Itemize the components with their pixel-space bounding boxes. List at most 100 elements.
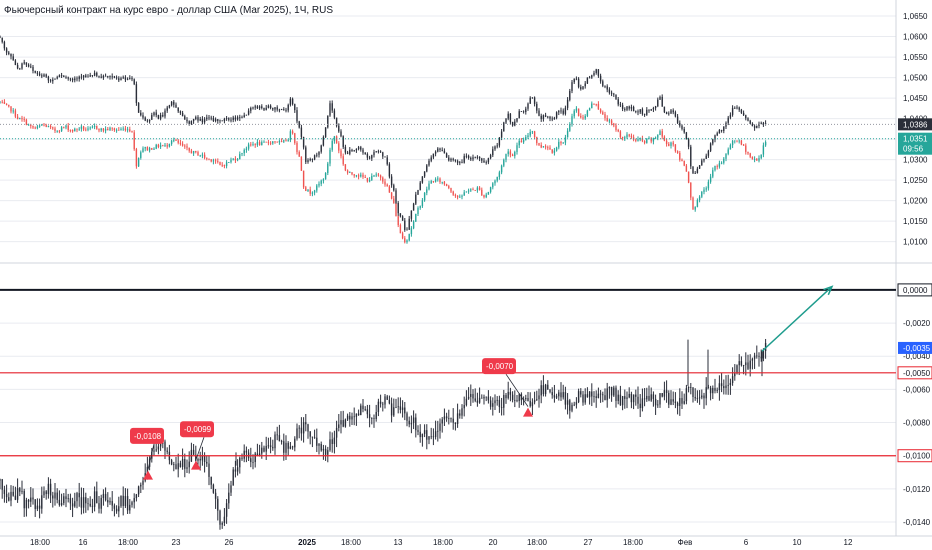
candle-body [599, 109, 602, 113]
candle-body [258, 106, 261, 109]
candle-body [610, 92, 613, 94]
candle-body [448, 418, 450, 420]
candle-body [749, 153, 751, 157]
candle-body [659, 96, 661, 100]
candle-body [443, 416, 446, 420]
candle-body [300, 156, 303, 171]
candle-body [230, 159, 232, 163]
candle-body [593, 396, 595, 398]
x-tick-label: 12 [844, 538, 853, 547]
candle-body [430, 436, 432, 438]
x-tick-label: 27 [584, 538, 593, 547]
candle-body [573, 110, 575, 117]
candle-body [736, 365, 738, 374]
candle-body [628, 134, 630, 136]
candle-body [384, 396, 386, 405]
candle-body [188, 461, 190, 468]
candle-body [98, 75, 100, 77]
candle-body [452, 191, 454, 195]
candle-body [456, 195, 459, 198]
trend-arrow [761, 286, 833, 352]
candle-body [670, 110, 672, 114]
candle-body [368, 157, 371, 159]
annotation-badge [482, 358, 516, 375]
candle-body [267, 445, 270, 447]
candle-body [379, 151, 382, 153]
candle-body [564, 107, 567, 114]
candle-body [71, 129, 74, 132]
candle-body [595, 396, 597, 399]
candle-body [544, 384, 547, 395]
candle-body [503, 395, 505, 408]
candle-body [89, 127, 91, 129]
candle-body [195, 454, 197, 461]
candle-body [661, 96, 663, 107]
candle-body [701, 191, 703, 197]
candle-body [269, 445, 272, 447]
candle-body [21, 63, 23, 69]
candle-body [591, 103, 593, 109]
candle-body [569, 124, 571, 131]
candle-body [346, 415, 349, 420]
candle-body [109, 501, 111, 503]
candle-body [617, 394, 619, 401]
candle-body [687, 171, 690, 183]
candle-body [586, 110, 589, 116]
candle-body [144, 147, 146, 149]
candle-body [679, 122, 681, 126]
candle-body [76, 128, 78, 130]
candle-body [344, 164, 347, 171]
candle-body [32, 497, 34, 500]
candle-body [399, 213, 402, 217]
candle-body [32, 125, 34, 128]
candle-body [575, 108, 578, 111]
candle-body [474, 157, 476, 159]
candle-body [676, 116, 679, 123]
candle-body [71, 78, 74, 81]
candle-body [703, 189, 705, 192]
candle-body [263, 447, 265, 452]
candle-body [357, 147, 360, 149]
y-tick-label: -0,0120 [903, 485, 931, 494]
candle-body [166, 145, 168, 147]
candle-body [8, 52, 10, 54]
candle-body [65, 76, 67, 78]
candle-body [122, 77, 124, 79]
candle-body [745, 362, 747, 366]
candle-body [272, 446, 274, 449]
candle-body [38, 125, 41, 127]
candle-body [199, 119, 201, 121]
candle-body [648, 109, 650, 111]
candle-body [459, 162, 461, 164]
candle-body [597, 69, 600, 76]
candle-body [236, 117, 239, 120]
candle-body [201, 455, 204, 461]
candle-body [344, 419, 347, 427]
candle-body [421, 433, 424, 438]
candle-body [322, 179, 325, 181]
candle-body [208, 158, 210, 160]
candle-body [181, 112, 184, 117]
candle-body [593, 103, 595, 105]
candle-body [419, 206, 421, 208]
annotation-label: -0,0099 [184, 425, 212, 434]
candle-body [135, 494, 138, 499]
candle-body [324, 448, 327, 455]
candle-body [382, 177, 384, 182]
candle-body [43, 491, 45, 496]
candle-body [280, 441, 283, 442]
candle-body [366, 409, 369, 415]
x-tick-label: 18:00 [30, 538, 51, 547]
price-tag [898, 118, 932, 131]
candle-body [245, 450, 248, 453]
candle-body [25, 499, 28, 509]
candle-body [630, 393, 633, 403]
candle-body [628, 393, 630, 398]
candle-body [239, 154, 241, 160]
candle-body [569, 400, 571, 411]
candle-body [159, 145, 162, 147]
candle-body [96, 126, 98, 129]
candle-body [602, 394, 604, 396]
candle-body [43, 124, 45, 126]
